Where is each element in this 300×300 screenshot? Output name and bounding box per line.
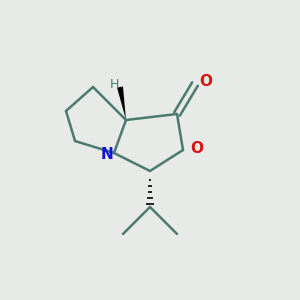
Text: O: O (190, 141, 203, 156)
Text: O: O (199, 74, 212, 88)
Polygon shape (117, 86, 126, 120)
Text: N: N (100, 147, 113, 162)
Text: H: H (109, 77, 119, 91)
